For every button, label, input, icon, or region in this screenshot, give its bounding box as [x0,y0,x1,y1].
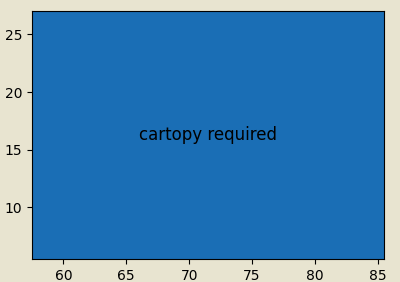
Text: cartopy required: cartopy required [139,126,277,144]
